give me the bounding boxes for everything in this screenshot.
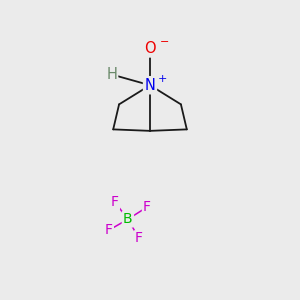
Text: F: F — [111, 195, 119, 209]
Text: N: N — [145, 78, 155, 93]
Text: F: F — [143, 200, 151, 214]
Text: H: H — [106, 67, 117, 82]
Text: B: B — [123, 212, 133, 226]
Text: O: O — [144, 41, 156, 56]
Text: −: − — [159, 37, 169, 47]
Text: +: + — [158, 74, 167, 84]
Text: F: F — [135, 231, 143, 245]
Text: F: F — [105, 223, 113, 237]
